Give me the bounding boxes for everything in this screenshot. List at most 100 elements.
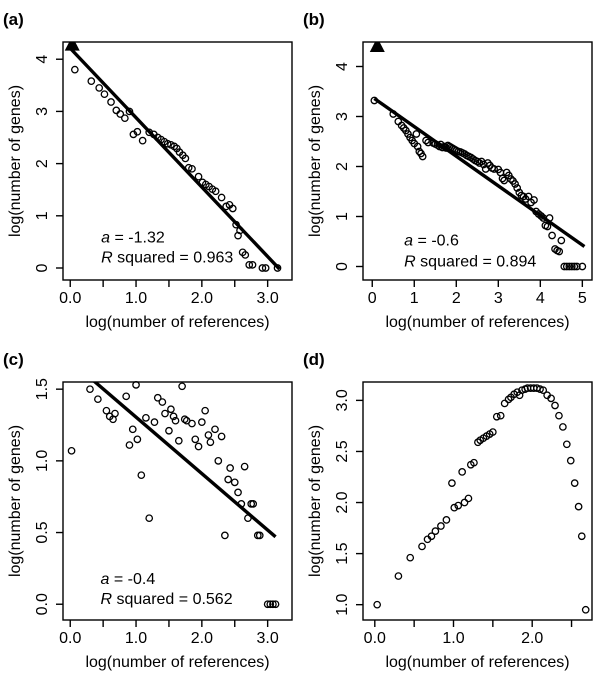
- data-point: [232, 220, 240, 229]
- y-tick-label: 4: [34, 55, 51, 64]
- x-tick-label: 4: [536, 290, 545, 307]
- data-point: [373, 600, 382, 609]
- data-point: [389, 110, 398, 118]
- data-point: [217, 432, 226, 441]
- x-axis-title: log(number of references): [85, 654, 269, 671]
- data-point: [204, 431, 213, 439]
- data-point: [125, 107, 134, 116]
- data-point: [513, 184, 522, 192]
- data-point: [448, 479, 456, 487]
- data-point: [565, 262, 574, 271]
- plot-area: [64, 42, 281, 271]
- plot-area: [92, 382, 277, 539]
- data-point: [555, 247, 564, 256]
- y-axis-title: log(number of genes): [7, 85, 24, 237]
- data-point: [67, 446, 76, 455]
- data-point: [111, 409, 119, 418]
- data-point: [248, 261, 257, 269]
- data-point: [406, 553, 415, 562]
- data-point: [370, 96, 379, 105]
- data-point: [245, 261, 254, 269]
- x-tick-label: 3.0: [257, 630, 279, 647]
- data-point: [261, 264, 270, 272]
- data-point: [424, 138, 432, 147]
- data-point: [562, 440, 571, 449]
- y-tick-label: 1.5: [334, 542, 351, 564]
- x-tick-label: 2: [452, 290, 461, 307]
- x-tick-label: 0.0: [59, 290, 81, 307]
- data-point: [507, 175, 515, 183]
- data-point: [263, 600, 272, 609]
- data-point: [133, 127, 142, 136]
- y-tick-label: 3: [334, 112, 351, 121]
- x-axis: 0.0 1.0 2.0 3.0 log(number of references): [59, 620, 279, 671]
- data-point: [559, 423, 567, 431]
- data-point: [422, 136, 430, 145]
- data-point: [180, 415, 189, 424]
- x-tick-label: 2.0: [191, 290, 213, 307]
- data-point: [138, 136, 147, 145]
- x-tick-label: 3.0: [257, 290, 279, 307]
- panel-label: (d): [303, 350, 325, 369]
- data-point: [100, 90, 109, 99]
- data-point: [132, 381, 140, 389]
- data-point: [128, 425, 137, 434]
- data-point: [577, 532, 586, 541]
- data-points: [373, 384, 590, 614]
- data-point: [427, 532, 436, 541]
- data-point: [226, 464, 234, 472]
- data-point: [137, 471, 146, 480]
- panel-d: (d) 0.0 1.0 2.0 log(number of references) 1.0…: [300, 340, 600, 681]
- x-tick-label: 2.0: [521, 630, 543, 647]
- data-point: [498, 174, 507, 183]
- data-point: [442, 516, 451, 524]
- data-point: [437, 522, 445, 530]
- data-point: [271, 600, 280, 609]
- data-point: [221, 531, 229, 540]
- data-point: [201, 406, 209, 415]
- plot-box: [62, 381, 293, 621]
- data-point: [460, 498, 469, 507]
- data-point: [504, 395, 513, 404]
- data-point: [188, 164, 196, 173]
- y-axis: 1.0 1.5 2.0 2.5 3.0 log(number of genes): [307, 389, 363, 616]
- data-point: [169, 412, 178, 421]
- y-tick-label: 1.0: [34, 450, 51, 472]
- data-point: [116, 110, 125, 118]
- data-point: [511, 180, 519, 188]
- data-point: [543, 222, 552, 231]
- plot-box: [362, 381, 593, 621]
- data-point: [214, 457, 223, 465]
- y-tick-label: 2: [334, 162, 351, 171]
- data-point: [581, 605, 590, 614]
- x-tick-label: 2.0: [191, 630, 213, 647]
- y-tick-label: 2: [34, 159, 51, 168]
- slope-annotation: a = -0.6: [404, 233, 459, 250]
- data-point: [234, 488, 242, 497]
- plot-box: [362, 41, 593, 281]
- data-point: [530, 196, 538, 204]
- r-squared-annotation: R squared = 0.562: [101, 591, 233, 608]
- data-point: [269, 600, 277, 609]
- y-tick-label: 4: [334, 62, 351, 71]
- data-point: [153, 393, 162, 402]
- y-axis-title: log(number of genes): [7, 425, 24, 577]
- data-point: [163, 139, 172, 148]
- panel-label: (b): [303, 10, 325, 29]
- y-tick-label: 3: [34, 107, 51, 116]
- triangle-marker: [369, 42, 385, 52]
- x-tick-label: 3: [494, 290, 503, 307]
- panel-c: (c) 0.0 1.0 2.0 3.0 log(number of references)…: [0, 340, 300, 681]
- data-point: [454, 501, 463, 510]
- data-point: [125, 441, 134, 449]
- data-point: [539, 386, 548, 395]
- data-point: [431, 527, 440, 535]
- slope-annotation: a = -1.32: [101, 229, 165, 246]
- data-point: [122, 392, 131, 401]
- data-point: [161, 409, 169, 418]
- data-point: [237, 500, 246, 508]
- y-tick-label: 1: [334, 212, 351, 221]
- data-point: [197, 418, 206, 426]
- y-tick-label: 2.5: [334, 440, 351, 462]
- data-point: [145, 514, 154, 523]
